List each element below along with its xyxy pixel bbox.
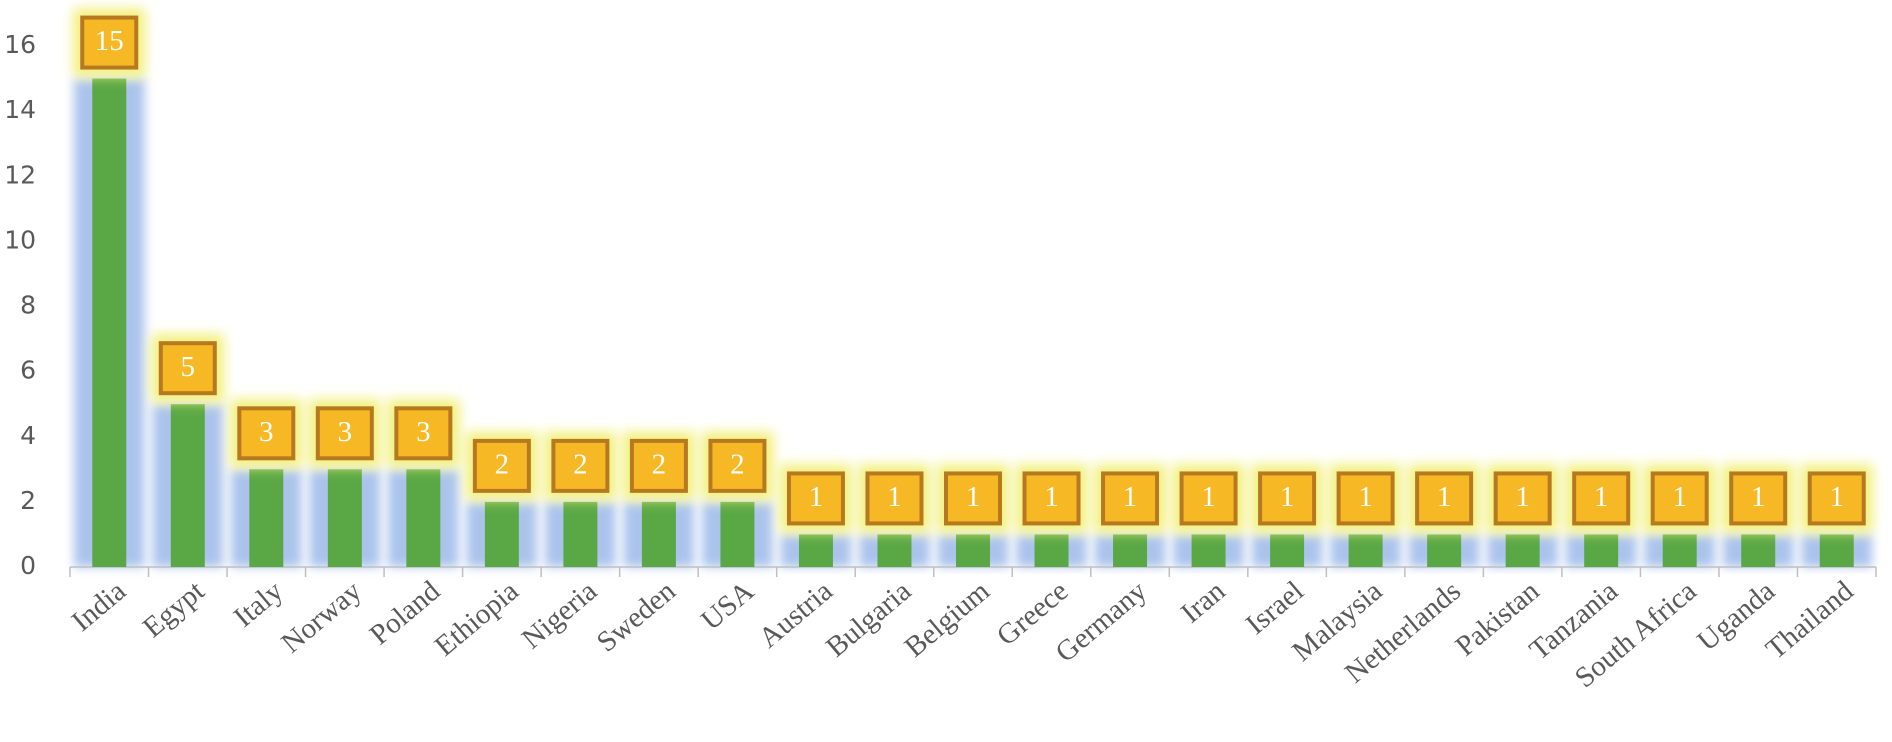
y-tick-label: 10: [4, 225, 36, 254]
value-label: 1: [1829, 481, 1844, 513]
value-label-box: [315, 406, 374, 461]
bar: [1348, 534, 1383, 567]
x-tick-label: Bulgaria: [820, 575, 917, 664]
value-label-box: [1572, 471, 1631, 526]
value-label-box: [708, 438, 767, 493]
value-label: 1: [809, 481, 824, 513]
value-label: 2: [652, 449, 667, 481]
x-tick-label: Thailand: [1760, 575, 1860, 666]
value-label: 1: [1280, 481, 1295, 513]
value-label-box: [551, 438, 610, 493]
x-tick-label: Italy: [228, 575, 290, 634]
value-label: 15: [95, 25, 124, 57]
bar: [798, 534, 833, 567]
value-label-box: [629, 438, 688, 493]
value-label-box: [1493, 471, 1552, 526]
value-label: 1: [1201, 481, 1216, 513]
value-label: 1: [1594, 481, 1609, 513]
bar: [170, 404, 205, 567]
bar: [877, 534, 912, 567]
bar: [1191, 534, 1226, 567]
value-label: 2: [573, 449, 588, 481]
value-label-box: [158, 341, 217, 396]
value-label-box: [1729, 471, 1788, 526]
value-label: 2: [495, 449, 510, 481]
value-label: 1: [1358, 481, 1373, 513]
value-label: 1: [1515, 481, 1530, 513]
value-label-box: [1258, 471, 1317, 526]
value-label-box: [786, 471, 845, 526]
value-label-box: [1101, 471, 1160, 526]
y-tick-label: 12: [4, 160, 36, 189]
bar: [327, 469, 362, 567]
bar: [1505, 534, 1540, 567]
y-tick-label: 2: [20, 486, 36, 515]
bar: [92, 78, 127, 567]
bar: [1427, 534, 1462, 567]
y-tick-label: 8: [20, 291, 36, 320]
value-label: 1: [1672, 481, 1687, 513]
y-tick-label: 14: [4, 95, 36, 124]
value-label: 3: [416, 416, 431, 448]
value-label: 1: [887, 481, 902, 513]
value-label-box: [1650, 471, 1709, 526]
value-label-box: [1179, 471, 1238, 526]
bar: [641, 501, 676, 567]
bar: [249, 469, 284, 567]
x-tick-label: Ethiopia: [429, 575, 525, 663]
bar: [563, 501, 598, 567]
bar: [720, 501, 755, 567]
value-label: 3: [338, 416, 353, 448]
value-label-box: [944, 471, 1002, 526]
x-tick-label: Nigeria: [516, 575, 603, 655]
x-tick-label: Sweden: [591, 575, 682, 659]
value-label: 5: [181, 351, 196, 383]
value-label-box: [865, 471, 924, 526]
value-label-box: [394, 406, 453, 461]
y-tick-label: 6: [20, 356, 36, 385]
bar: [1662, 534, 1697, 567]
bar: [1584, 534, 1619, 567]
bar: [484, 501, 519, 567]
x-tick-label: Egypt: [137, 575, 211, 644]
bar: [1034, 534, 1069, 567]
value-label: 1: [966, 481, 981, 513]
bar: [1113, 534, 1148, 567]
x-tick-label: Iran: [1175, 575, 1232, 630]
bar: [406, 469, 441, 567]
value-label: 1: [1044, 481, 1059, 513]
value-label-box: [80, 15, 139, 70]
y-tick-label: 16: [4, 30, 36, 59]
value-label-box: [472, 438, 531, 493]
x-tick-label: USA: [695, 575, 760, 637]
bar: [1741, 534, 1776, 567]
value-label: 1: [1751, 481, 1766, 513]
value-label: 3: [259, 416, 274, 448]
value-label-box: [1336, 471, 1395, 526]
value-label-box: [237, 406, 296, 461]
value-label: 1: [1437, 481, 1452, 513]
value-label-box: [1022, 471, 1081, 526]
y-tick-label: 0: [20, 551, 36, 580]
bar: [956, 534, 990, 567]
value-label-box: [1807, 471, 1866, 526]
plot: 0246810121416India15Egypt5Italy3Norway3P…: [4, 8, 1877, 694]
bar: [1270, 534, 1305, 567]
x-tick-label: Israel: [1240, 575, 1310, 641]
value-label: 2: [730, 449, 745, 481]
value-label-box: [1415, 471, 1474, 526]
y-tick-label: 4: [20, 421, 36, 450]
x-tick-label: Belgium: [899, 575, 996, 664]
bar: [1819, 534, 1854, 567]
value-label: 1: [1123, 481, 1138, 513]
x-tick-label: Norway: [275, 575, 368, 660]
x-tick-label: India: [66, 575, 132, 638]
